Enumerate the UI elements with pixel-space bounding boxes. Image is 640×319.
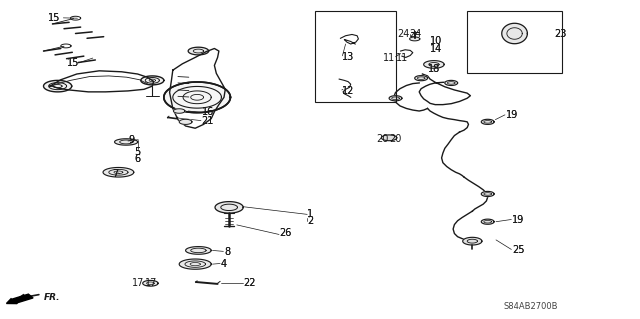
Text: 19: 19 <box>506 110 518 120</box>
Polygon shape <box>143 280 158 286</box>
Polygon shape <box>215 202 243 213</box>
Text: 10: 10 <box>430 35 442 46</box>
Text: 7: 7 <box>112 169 118 179</box>
Text: 4: 4 <box>221 259 227 269</box>
Text: 5: 5 <box>134 147 141 157</box>
Polygon shape <box>481 219 494 224</box>
Text: 21: 21 <box>202 116 214 126</box>
Text: 10: 10 <box>430 35 442 46</box>
Text: 13: 13 <box>342 52 355 63</box>
Text: 14: 14 <box>430 44 442 54</box>
Text: 11: 11 <box>396 53 408 63</box>
Bar <box>315 11 396 102</box>
Text: 11: 11 <box>383 53 396 63</box>
Text: 1: 1 <box>307 209 314 219</box>
Text: 26: 26 <box>279 228 291 238</box>
Text: 12: 12 <box>342 86 355 96</box>
Polygon shape <box>44 80 72 92</box>
Text: 23: 23 <box>554 29 566 39</box>
Polygon shape <box>445 80 458 85</box>
Text: 18: 18 <box>428 63 440 74</box>
Polygon shape <box>188 47 209 55</box>
Text: 8: 8 <box>224 247 230 257</box>
Text: 22: 22 <box>243 278 256 288</box>
Text: 16: 16 <box>202 107 214 117</box>
Text: 15: 15 <box>67 58 79 68</box>
Text: S84AB2700B: S84AB2700B <box>504 302 559 311</box>
Polygon shape <box>115 139 138 145</box>
Bar <box>467 11 562 73</box>
Polygon shape <box>481 119 494 124</box>
Text: 7: 7 <box>112 169 118 179</box>
Text: 9: 9 <box>128 135 134 145</box>
Text: 2: 2 <box>307 216 314 226</box>
Text: 16: 16 <box>202 107 214 117</box>
Text: 15: 15 <box>48 12 60 23</box>
Text: 23: 23 <box>554 29 566 39</box>
Polygon shape <box>502 23 527 44</box>
Polygon shape <box>389 96 402 101</box>
Text: 22: 22 <box>243 278 256 288</box>
Polygon shape <box>164 82 230 113</box>
Text: 13: 13 <box>342 52 355 63</box>
Text: 4: 4 <box>221 259 227 269</box>
Text: 14: 14 <box>430 44 442 54</box>
Polygon shape <box>415 76 428 81</box>
Polygon shape <box>179 259 211 269</box>
Text: 1: 1 <box>307 209 314 219</box>
Polygon shape <box>141 76 164 85</box>
Text: 6: 6 <box>134 153 141 164</box>
Text: 8: 8 <box>224 247 230 257</box>
Text: 17: 17 <box>132 278 145 288</box>
Text: 19: 19 <box>512 215 524 225</box>
Text: 19: 19 <box>512 215 524 225</box>
Polygon shape <box>381 135 397 141</box>
Polygon shape <box>410 37 420 41</box>
Text: 21: 21 <box>202 116 214 126</box>
Polygon shape <box>179 119 192 124</box>
Text: 25: 25 <box>512 245 525 256</box>
Text: 24: 24 <box>410 29 422 39</box>
Polygon shape <box>173 109 185 113</box>
Text: 5: 5 <box>134 147 141 157</box>
Polygon shape <box>186 247 211 254</box>
Text: 18: 18 <box>428 63 440 74</box>
Text: FR.: FR. <box>44 293 60 302</box>
Text: 9: 9 <box>128 135 134 145</box>
Text: 2: 2 <box>307 216 314 226</box>
Polygon shape <box>463 237 482 245</box>
Polygon shape <box>481 191 494 197</box>
Text: 15: 15 <box>67 58 79 68</box>
Text: 20: 20 <box>377 134 389 144</box>
Text: 26: 26 <box>279 228 291 238</box>
Text: 12: 12 <box>342 86 355 96</box>
Text: 20: 20 <box>389 134 401 144</box>
Text: 6: 6 <box>134 153 141 164</box>
Text: 19: 19 <box>506 110 518 120</box>
Text: 15: 15 <box>48 12 60 23</box>
Polygon shape <box>424 61 444 68</box>
Text: 25: 25 <box>512 245 525 256</box>
FancyArrow shape <box>6 294 33 304</box>
Text: 17: 17 <box>145 278 157 288</box>
Polygon shape <box>103 167 134 177</box>
Text: 24: 24 <box>397 29 410 39</box>
